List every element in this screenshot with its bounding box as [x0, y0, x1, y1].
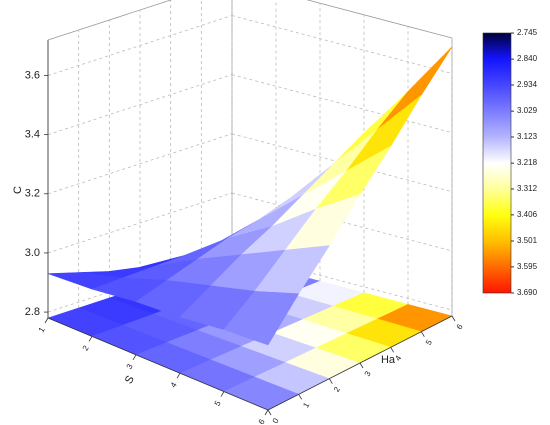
colorbar-label: 3.218: [517, 158, 538, 167]
x-tick-label: 5: [213, 399, 223, 408]
y-tick: [359, 362, 364, 369]
x-tick-label: 4: [169, 380, 179, 389]
z-tick-label: 3.2: [25, 188, 40, 200]
x-tick: [88, 336, 93, 342]
y-tick: [420, 331, 425, 337]
x-tick-label: 2: [81, 344, 91, 353]
y-tick: [298, 394, 303, 400]
y-tick-label: 3: [363, 369, 373, 378]
y-tick: [451, 315, 456, 322]
surface-cell: [377, 46, 453, 130]
grid-line: [231, 74, 453, 134]
y-tick: [390, 347, 395, 353]
grid-line: [47, 133, 233, 195]
grid-line: [231, 15, 453, 74]
z-tick-label: 3.4: [25, 129, 40, 141]
grid-line: [47, 192, 233, 254]
surface: [47, 46, 453, 346]
z-tick-label: 3.6: [25, 69, 40, 81]
x-tick: [44, 317, 49, 324]
colorbar-label: 2.840: [517, 54, 538, 63]
y-tick-label: 5: [424, 338, 434, 347]
colorbar-label: 2.934: [517, 80, 538, 89]
colorbar-label: 2.745: [517, 28, 538, 37]
box-edge: [306, 0, 453, 39]
axis-line: [267, 315, 453, 411]
surface-cell: [223, 290, 300, 346]
y-axis-title: Ha: [381, 354, 396, 366]
y-tick: [328, 378, 333, 384]
grid-line: [231, 192, 453, 252]
y-tick-label: 4: [393, 353, 403, 362]
x-tick: [220, 391, 225, 397]
x-axis-title: S: [123, 374, 137, 386]
y-tick-label: 6: [455, 322, 465, 331]
colorbar-label: 3.595: [517, 262, 538, 271]
y-tick-label: 2: [332, 385, 342, 394]
colorbar-label: 3.501: [517, 236, 538, 245]
y-tick-label: 0: [271, 416, 281, 425]
y-tick-label: 1: [301, 400, 311, 409]
surface-cell: [346, 94, 422, 172]
x-tick: [264, 409, 269, 416]
colorbar-label: 3.123: [517, 132, 538, 141]
grid-line: [47, 74, 233, 136]
grid-line: [231, 133, 453, 193]
x-tick: [176, 372, 181, 379]
y-tick: [267, 409, 272, 416]
colorbar-label: 3.690: [517, 288, 538, 297]
colorbar-label: 3.312: [517, 184, 538, 193]
z-tick-label: 2.8: [25, 306, 40, 318]
z-tick-label: 3.0: [25, 247, 40, 259]
colorbar: [482, 32, 512, 294]
x-tick-label: 1: [37, 325, 47, 334]
x-tick: [132, 354, 137, 361]
x-tick-label: 6: [257, 417, 267, 425]
z-axis-title: C: [12, 186, 24, 194]
x-tick-label: 3: [125, 362, 135, 371]
colorbar-label: 3.029: [517, 106, 538, 115]
axes-front: 2.8 3.0 3.2 3.4 3.6 0 1 2 3 4 5 6 1 2 3 4 5 6: [25, 40, 465, 425]
axis-line: [47, 317, 269, 411]
colorbar-label: 3.406: [517, 210, 538, 219]
